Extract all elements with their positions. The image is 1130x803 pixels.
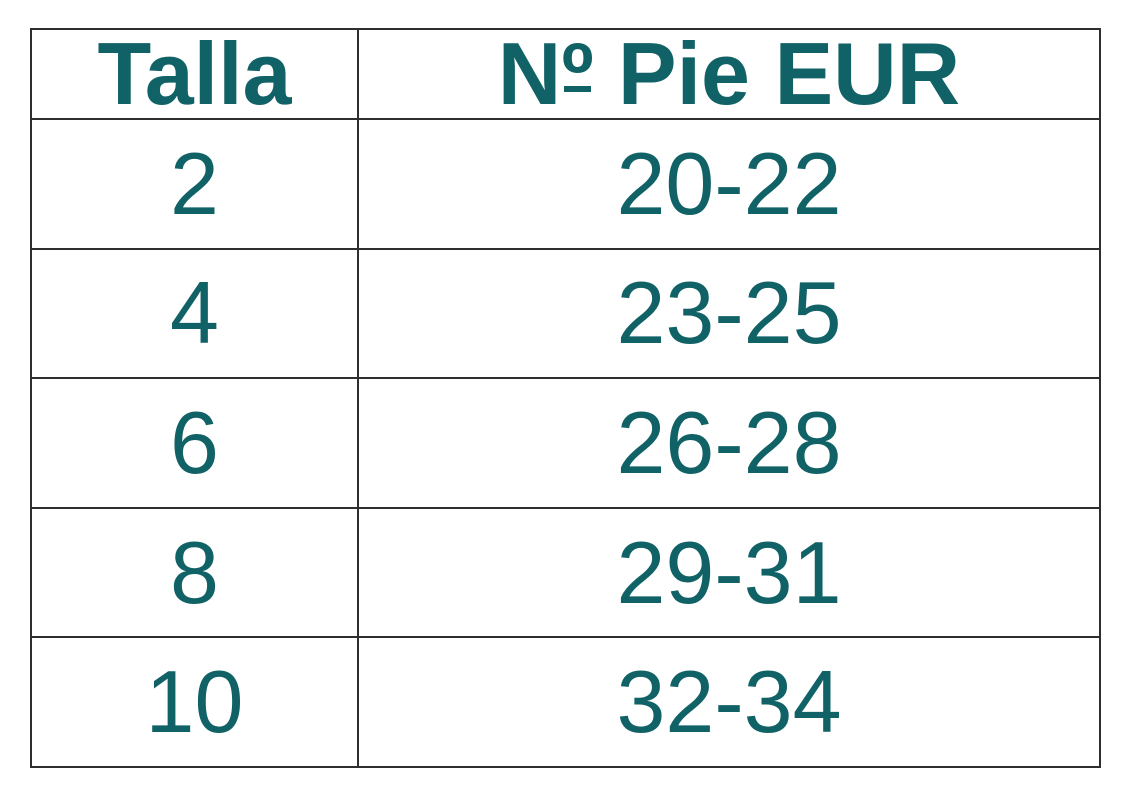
table-row: 6 26-28 [30,377,1101,509]
table-row: 8 29-31 [30,506,1101,639]
column-header-talla: Talla [30,28,359,120]
header-row: Talla Nº Pie EUR [30,28,1101,120]
cell-talla: 6 [30,377,359,509]
size-chart-table: Talla Nº Pie EUR 2 20-22 4 23-25 6 26-28… [30,28,1101,768]
table-row: 4 23-25 [30,247,1101,380]
cell-talla: 10 [30,636,359,768]
table-row: 2 20-22 [30,118,1101,250]
cell-pie-eur: 32-34 [357,636,1101,768]
cell-pie-eur: 20-22 [357,118,1101,250]
table-row: 10 32-34 [30,636,1101,768]
header-pie-eur-rest: Pie EUR [593,29,961,119]
header-pie-eur-prefix: N [497,29,562,119]
cell-talla: 8 [30,506,359,639]
column-header-pie-eur: Nº Pie EUR [357,28,1101,120]
ordinal-indicator: º [561,29,594,119]
cell-pie-eur: 23-25 [357,247,1101,380]
cell-pie-eur: 26-28 [357,377,1101,509]
cell-talla: 4 [30,247,359,380]
cell-pie-eur: 29-31 [357,506,1101,639]
cell-talla: 2 [30,118,359,250]
